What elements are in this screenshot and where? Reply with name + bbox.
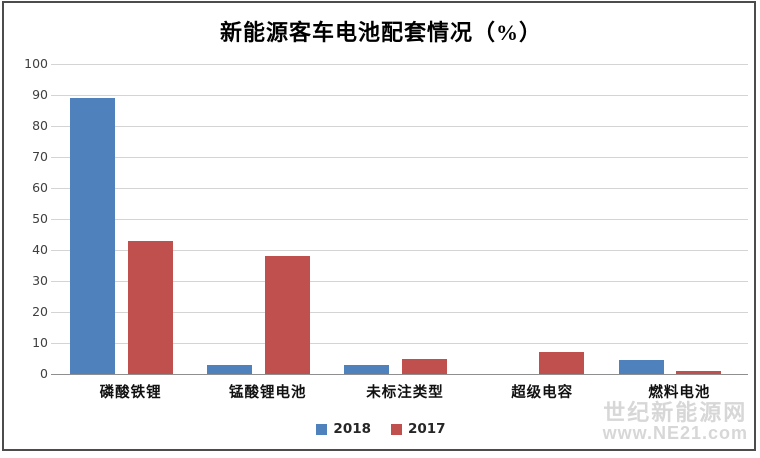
watermark-site-name: 世纪新能源网 [603, 400, 748, 426]
y-tick-label-50: 50 [32, 211, 48, 226]
legend-label-2017: 2017 [408, 421, 446, 437]
legend-item-2017: 2017 [391, 421, 446, 437]
y-tick-label-60: 60 [32, 180, 48, 195]
gridline-30 [51, 281, 748, 282]
bar-2017-category-4 [539, 352, 585, 374]
chart-legend: 2018 2017 [4, 421, 758, 437]
gridline-20 [51, 312, 748, 313]
bar-2018-category-1 [70, 98, 115, 374]
bar-2017-category-3 [401, 358, 447, 374]
x-tick-label-5: 燃料电池 [648, 385, 711, 401]
watermark-site-url: www.NE21.com [602, 423, 748, 444]
gridline-50 [51, 219, 748, 220]
gridline-80 [51, 126, 748, 127]
chart-frame: 新能源客车电池配套情况（%） 0 10 20 30 40 50 60 70 80 90 100 磷酸铁… [2, 1, 756, 451]
y-tick-label-0: 0 [40, 366, 48, 381]
y-tick-label-30: 30 [32, 273, 48, 288]
bar-2018-category-5 [618, 360, 664, 374]
x-tick-label-1: 磷酸铁锂 [99, 385, 162, 401]
bar-2017-category-2 [264, 256, 310, 374]
gridline-70 [51, 157, 748, 158]
bar-2017-category-5 [676, 370, 722, 374]
bar-2017-category-1 [127, 240, 173, 374]
x-tick-label-2: 锰酸锂电池 [229, 385, 307, 401]
legend-swatch-2018-icon [316, 423, 328, 435]
legend-item-2018: 2018 [316, 421, 371, 437]
y-tick-label-20: 20 [32, 304, 48, 319]
y-tick-label-100: 100 [24, 56, 48, 71]
gridline-60 [51, 188, 748, 189]
x-axis-baseline [51, 374, 748, 375]
gridline-100 [51, 64, 748, 65]
chart-title: 新能源客车电池配套情况（%） [219, 20, 542, 45]
y-tick-label-80: 80 [32, 118, 48, 133]
x-tick-label-4: 超级电容 [511, 385, 574, 401]
bar-2018-category-3 [344, 364, 390, 374]
watermark: 世纪新能源网 www.NE21.com [603, 401, 748, 443]
legend-swatch-2017-icon [391, 423, 402, 435]
gridline-10 [51, 343, 748, 344]
y-tick-label-10: 10 [32, 335, 48, 350]
bar-2018-category-2 [207, 364, 253, 374]
gridline-90 [51, 95, 748, 96]
y-tick-label-90: 90 [32, 87, 48, 102]
x-tick-label-3: 未标注类型 [366, 385, 444, 401]
gridline-40 [51, 250, 748, 251]
y-tick-label-70: 70 [32, 149, 48, 164]
y-tick-label-40: 40 [32, 242, 48, 257]
legend-label-2018: 2018 [333, 421, 371, 437]
